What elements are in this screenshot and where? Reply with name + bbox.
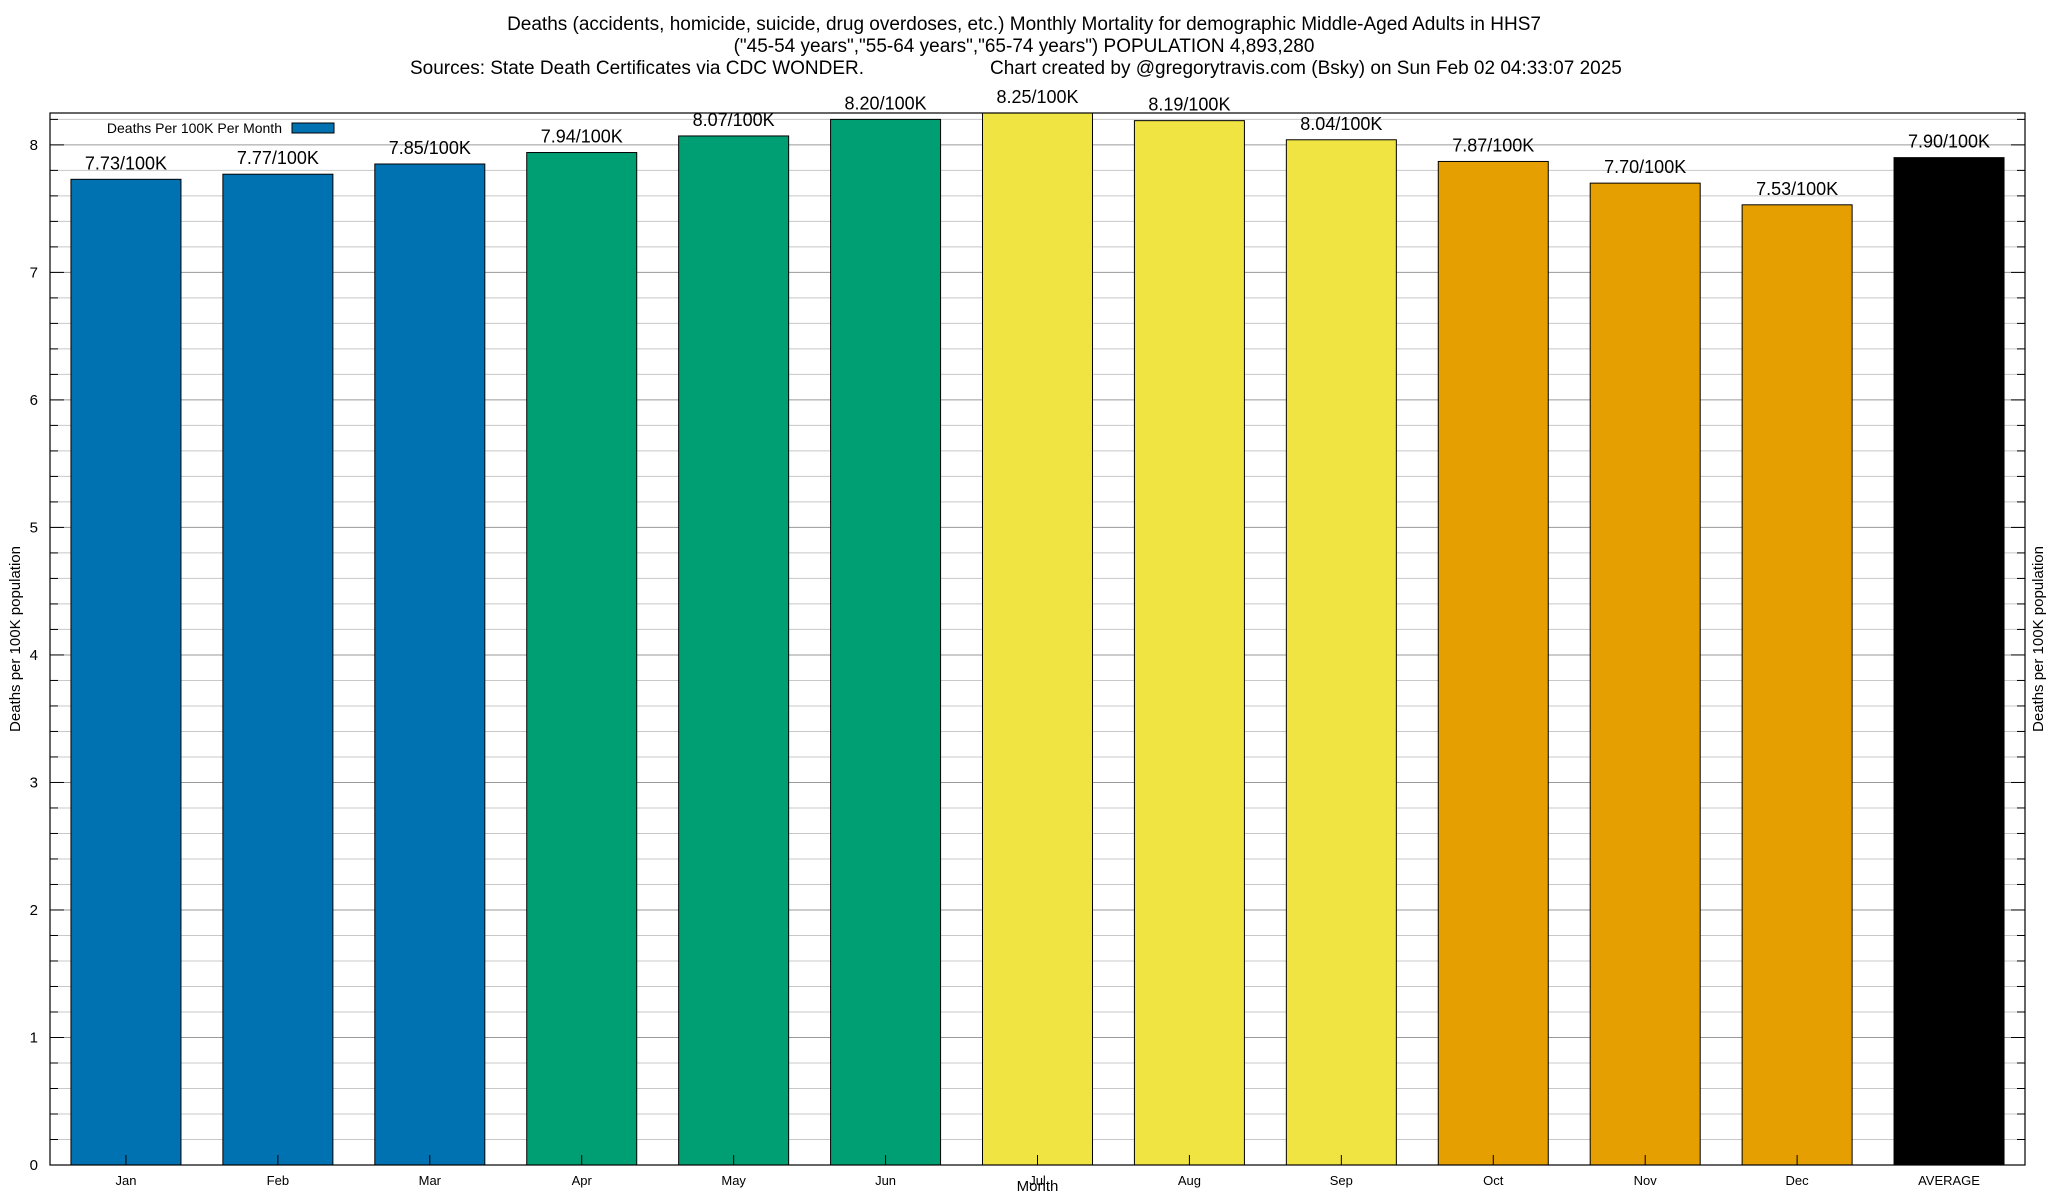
bars	[70, 112, 2005, 1166]
bar-apr	[526, 152, 638, 1166]
bar-oct	[1437, 160, 1549, 1166]
x-tick-label: Dec	[1786, 1173, 1810, 1188]
legend: Deaths Per 100K Per Month	[107, 120, 335, 136]
legend-label: Deaths Per 100K Per Month	[107, 120, 282, 136]
y-tick-label: 3	[30, 774, 38, 791]
x-tick-label: Jan	[115, 1173, 136, 1188]
x-tick-label: AVERAGE	[1918, 1173, 1980, 1188]
y-tick-label: 0	[30, 1157, 38, 1174]
bar-jun	[830, 118, 942, 1166]
y-tick-label: 7	[30, 264, 38, 281]
y-tick-label: 2	[30, 902, 38, 919]
y-tick-label: 1	[30, 1029, 38, 1046]
x-tick-label: Apr	[572, 1173, 593, 1188]
bar-mar	[374, 163, 486, 1166]
x-axis-title: Month	[1017, 1178, 1059, 1195]
bar-feb	[222, 173, 334, 1166]
chart-subtitle: ("45-54 years","55-64 years","65-74 year…	[733, 36, 1315, 57]
data-label: 8.07/100K	[693, 110, 775, 130]
y-tick-label: 8	[30, 137, 38, 154]
data-label: 8.20/100K	[845, 93, 927, 113]
data-label: 7.87/100K	[1452, 135, 1534, 155]
data-label: 7.73/100K	[85, 153, 167, 173]
data-label: 7.90/100K	[1908, 132, 1990, 152]
data-label: 8.19/100K	[1148, 95, 1230, 115]
bar-jan	[70, 178, 182, 1166]
data-labels: 7.73/100K 7.77/100K 7.85/100K 7.94/100K 8.07…	[85, 87, 1990, 199]
bar-average	[1893, 157, 2005, 1166]
y-axis-title-right: Deaths per 100K population	[2030, 546, 2047, 732]
x-tick-label: Feb	[267, 1173, 289, 1188]
x-tick-label: Nov	[1634, 1173, 1658, 1188]
bar-dec	[1741, 204, 1853, 1166]
data-label: 7.53/100K	[1756, 179, 1838, 199]
y-axis-title-left: Deaths per 100K population	[7, 546, 24, 732]
x-tick-label: Jul	[1029, 1173, 1046, 1188]
data-label: 8.25/100K	[996, 87, 1078, 107]
bar-jul	[982, 112, 1093, 1166]
legend-swatch	[291, 122, 335, 134]
data-label: 7.85/100K	[389, 138, 471, 158]
bar-nov	[1589, 182, 1701, 1166]
x-tick-label: May	[721, 1173, 746, 1188]
x-tick-label: Mar	[419, 1173, 442, 1188]
bar-aug	[1133, 120, 1245, 1166]
chart-title: Deaths (accidents, homicide, suicide, dr…	[507, 14, 1541, 35]
data-label: 8.04/100K	[1300, 114, 1382, 134]
chart-sources: Sources: State Death Certificates via CD…	[410, 58, 865, 79]
x-tick-label: Jun	[875, 1173, 896, 1188]
data-label: 7.77/100K	[237, 148, 319, 168]
data-label: 7.94/100K	[541, 127, 623, 147]
x-tick-label: Oct	[1483, 1173, 1504, 1188]
bar-sep	[1285, 139, 1397, 1166]
y-tick-label: 4	[30, 647, 38, 664]
x-tick-label: Aug	[1178, 1173, 1201, 1188]
y-tick-label: 5	[30, 519, 38, 536]
axes: 0 1 2 3 4 5 6 7 8 Jan Feb Mar Apr May Jun Jul Aug Sep Oct N…	[30, 118, 2025, 1188]
data-label: 7.70/100K	[1604, 157, 1686, 177]
bar-may	[678, 135, 790, 1166]
chart-credit: Chart created by @gregorytravis.com (Bsk…	[990, 58, 1622, 79]
x-tick-label: Sep	[1330, 1173, 1353, 1188]
y-tick-label: 6	[30, 392, 38, 409]
